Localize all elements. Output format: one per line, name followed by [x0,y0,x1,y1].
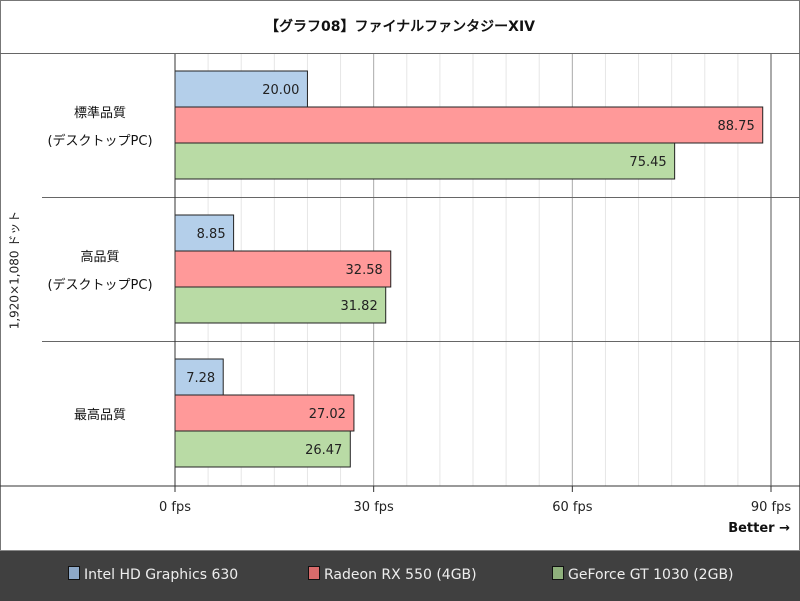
title-divider [0,53,800,54]
legend-label: Intel HD Graphics 630 [84,567,239,583]
category-label: 最高品質 [74,407,126,423]
data-label: 75.45 [629,155,666,170]
data-label: 27.02 [309,407,346,422]
x-tick-label: 30 fps [354,500,395,515]
x-tick-label: 60 fps [552,500,593,515]
chart-title: 【グラフ08】ファイナルファンタジーXIV [264,19,536,35]
legend-item: Radeon RX 550 (4GB) [308,566,477,583]
category-label: (デスクトップPC) [47,277,152,293]
legend-item: GeForce GT 1030 (2GB) [552,566,734,583]
legend: Intel HD Graphics 630 Radeon RX 550 (4GB)… [0,550,800,601]
legend-item: Intel HD Graphics 630 [68,566,238,583]
bar [174,106,764,144]
bar [174,142,676,180]
legend-swatch [68,566,80,580]
data-label: 88.75 [718,119,755,134]
data-label: 20.00 [262,83,299,98]
category-label: 標準品質 [74,105,126,121]
plot-area: 0 fps 30 fps 60 fps 90 fps 標準品質 (デスクトップPC) 20.… [0,54,800,515]
data-label: 8.85 [197,227,226,242]
category-label: (デスクトップPC) [47,133,152,149]
x-tick-label: 90 fps [751,500,792,515]
bar [174,286,387,324]
data-label: 26.47 [305,443,342,458]
legend-label: Radeon RX 550 (4GB) [324,567,477,583]
bar [174,70,308,108]
legend-swatch [552,566,564,580]
bar [174,214,235,252]
bar [174,394,355,432]
bar [174,250,392,288]
data-label: 32.58 [346,263,383,278]
x-tick-label: 0 fps [159,500,191,515]
legend-swatch [308,566,320,580]
legend-label: GeForce GT 1030 (2GB) [568,567,734,583]
data-label: 31.82 [341,299,378,314]
category-label: 高品質 [80,249,119,265]
better-annotation: Better → [728,521,790,536]
bar [174,430,351,468]
data-label: 7.28 [186,371,215,386]
